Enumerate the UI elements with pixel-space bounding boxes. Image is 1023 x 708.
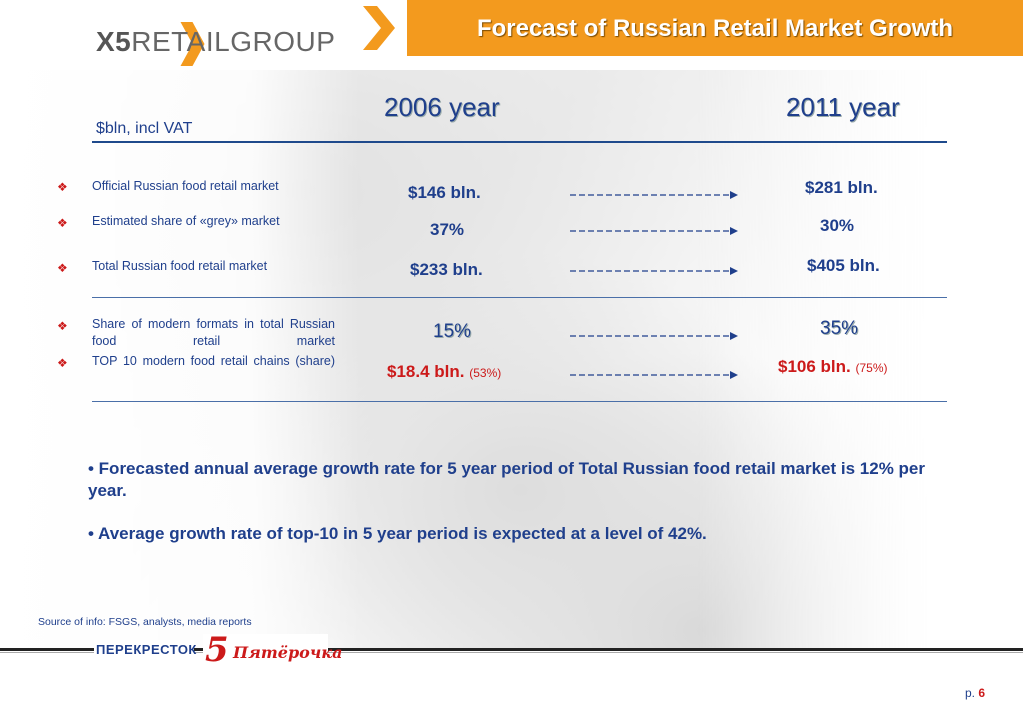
value-2006: $18.4 bln. (53%) <box>387 362 501 382</box>
dashed-arrow-icon <box>570 370 740 380</box>
value-2006: 37% <box>430 220 465 239</box>
slide-title: Forecast of Russian Retail Market Growth <box>476 15 954 42</box>
pyaterochka-number: 5 <box>205 630 229 670</box>
table-divider <box>92 401 947 402</box>
perekrestok-logo: ПЕРЕКРЕСТОК <box>94 640 197 660</box>
chevron-right-icon <box>355 0 407 56</box>
pyaterochka-logo: 5 Пятёрочка <box>203 630 342 670</box>
diamond-bullet-icon: ❖ <box>57 356 68 370</box>
footer-divider <box>0 648 1023 651</box>
perekrestok-wordmark: ПЕРЕКРЕСТОК <box>96 642 197 657</box>
x5-logo-chevron <box>180 22 205 66</box>
note-growth-rate: • Forecasted annual average growth rate … <box>88 459 925 500</box>
value-2006-share: (53%) <box>469 366 502 380</box>
year-2011-header: 2011 year <box>786 92 900 122</box>
year-2006-header: 2006 year <box>384 92 500 122</box>
table-divider <box>92 141 947 143</box>
logo-x5: X5 <box>96 26 132 57</box>
row-label: Estimated share of «grey» market <box>92 214 280 228</box>
diamond-bullet-icon: ❖ <box>57 216 68 230</box>
units-label: $bln, incl VAT <box>96 120 193 137</box>
dashed-arrow-icon <box>570 190 740 200</box>
title-bar <box>355 0 1023 56</box>
pyaterochka-wordmark: Пятёрочка <box>233 643 343 662</box>
page-number-value: 6 <box>978 686 986 700</box>
dashed-arrow-icon <box>570 266 740 276</box>
dashed-arrow-icon <box>570 226 740 236</box>
company-logo: X5RETAILGROUP <box>96 22 335 62</box>
background-fade <box>0 70 360 650</box>
value-2011-amount: $106 bln. <box>778 357 851 376</box>
page-prefix: p. <box>965 686 979 700</box>
value-2006: $233 bln. <box>410 260 483 279</box>
footer-divider <box>0 652 1023 653</box>
value-2011: $106 bln. (75%) <box>778 357 888 377</box>
source-note: Source of info: FSGS, analysts, media re… <box>38 616 252 628</box>
row-label: Share of modern formats in total Russian… <box>92 317 335 348</box>
row-label: TOP 10 modern food retail chains (share) <box>92 354 335 368</box>
logo-wordmark: RETAILGROUP <box>131 26 336 57</box>
value-2011: 35% <box>820 318 859 339</box>
value-2006: 15% <box>433 321 472 342</box>
value-2011: $405 bln. <box>807 256 880 275</box>
table-divider <box>92 297 947 298</box>
row-label: Total Russian food retail market <box>92 259 268 273</box>
page-number: p. 6 <box>965 686 985 700</box>
dashed-arrow-icon <box>570 331 740 341</box>
value-2006: $146 bln. <box>408 183 481 202</box>
diamond-bullet-icon: ❖ <box>57 180 68 194</box>
value-2011: $281 bln. <box>805 178 878 197</box>
diamond-bullet-icon: ❖ <box>57 319 68 333</box>
value-2011-share: (75%) <box>855 361 888 375</box>
note-top10-growth: • Average growth rate of top-10 in 5 yea… <box>88 524 707 543</box>
value-2011: 30% <box>820 216 855 235</box>
diamond-bullet-icon: ❖ <box>57 261 68 275</box>
row-label: Official Russian food retail market <box>92 179 279 193</box>
value-2006-amount: $18.4 bln. <box>387 362 465 381</box>
